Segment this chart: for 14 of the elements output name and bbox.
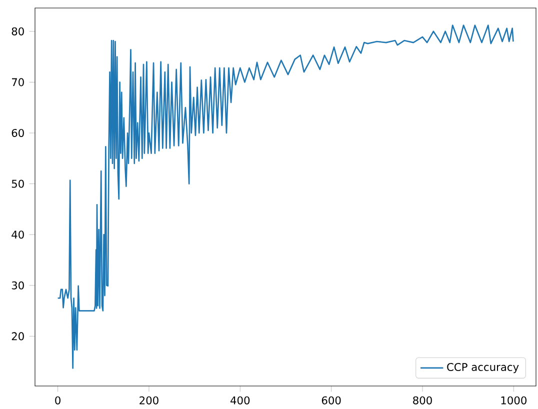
y-tick-label: 20 [12, 332, 24, 340]
y-tick-label: 50 [12, 180, 24, 188]
x-tick-label: 600 [322, 396, 341, 404]
x-tick-label: 1000 [501, 396, 526, 404]
x-tick-label: 200 [140, 396, 158, 404]
y-tick-label: 70 [12, 78, 24, 86]
x-tick-label: 400 [230, 396, 250, 404]
y-tick-label: 30 [12, 281, 24, 290]
legend-label: CCP accuracy [447, 362, 519, 374]
y-tick-label: 80 [12, 27, 24, 36]
y-tick-label: 60 [12, 128, 24, 137]
y-tick-label: 40 [12, 230, 24, 239]
x-tick-label: 800 [413, 396, 432, 404]
x-tick-label: 0 [55, 396, 60, 404]
